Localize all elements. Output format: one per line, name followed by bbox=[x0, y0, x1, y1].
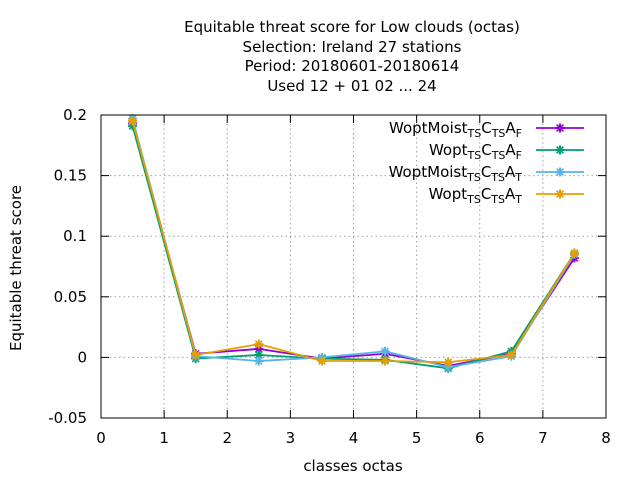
data-point bbox=[443, 357, 453, 367]
x-tick-label: 6 bbox=[475, 429, 485, 447]
chart-title: Equitable threat score for Low clouds (o… bbox=[184, 18, 520, 95]
legend-swatch-marker bbox=[555, 189, 565, 199]
y-tick-label: 0.15 bbox=[54, 167, 87, 185]
chart-title-line-1: Equitable threat score for Low clouds (o… bbox=[184, 18, 520, 36]
chart-title-line-2: Selection: Ireland 27 stations bbox=[243, 38, 462, 56]
x-tick-label: 8 bbox=[601, 429, 611, 447]
y-tick-label: 0.05 bbox=[54, 288, 87, 306]
legend-item-3: WoptMoistTSCTSAT bbox=[389, 163, 584, 184]
data-point bbox=[128, 116, 138, 126]
data-point bbox=[380, 346, 390, 356]
axis-ticks: 0 1 2 3 4 5 6 7 8 -0.05 0 0.05 0.1 0.15 0.2 bbox=[48, 106, 611, 447]
x-tick-label: 5 bbox=[412, 429, 422, 447]
data-point bbox=[380, 356, 390, 366]
legend-swatch-marker bbox=[555, 123, 565, 133]
x-tick-label: 4 bbox=[349, 429, 359, 447]
legend-label: WoptMoistTSCTSAF bbox=[389, 119, 522, 140]
chart-title-line-4: Used 12 + 01 02 ... 24 bbox=[267, 77, 436, 95]
legend: WoptMoistTSCTSAFWoptTSCTSAFWoptMoistTSCT… bbox=[389, 119, 584, 206]
legend-swatch-marker bbox=[555, 145, 565, 155]
legend-swatch-marker bbox=[555, 167, 565, 177]
x-tick-label: 3 bbox=[286, 429, 296, 447]
chart-title-line-3: Period: 20180601-20180614 bbox=[245, 57, 460, 75]
series-line bbox=[131, 125, 576, 370]
data-point bbox=[254, 356, 264, 366]
legend-item-4: WoptTSCTSAT bbox=[429, 185, 584, 206]
y-tick-label: 0.1 bbox=[63, 227, 87, 245]
grid bbox=[101, 115, 606, 418]
legend-label: WoptTSCTSAF bbox=[429, 141, 522, 162]
series-line bbox=[131, 123, 576, 367]
series-group bbox=[128, 114, 579, 373]
data-point bbox=[569, 248, 579, 258]
legend-item-2: WoptTSCTSAF bbox=[429, 141, 584, 162]
data-point bbox=[506, 350, 516, 360]
legend-item-1: WoptMoistTSCTSAF bbox=[389, 119, 584, 140]
legend-label: WoptTSCTSAT bbox=[429, 185, 523, 206]
x-tick-label: 7 bbox=[538, 429, 548, 447]
x-tick-label: 0 bbox=[96, 429, 106, 447]
data-point bbox=[254, 350, 264, 360]
x-tick-label: 1 bbox=[159, 429, 169, 447]
series-line bbox=[131, 118, 576, 369]
legend-label: WoptMoistTSCTSAT bbox=[389, 163, 523, 184]
data-point bbox=[191, 350, 201, 360]
x-axis-label: classes octas bbox=[303, 457, 403, 475]
series-2 bbox=[128, 121, 579, 373]
series-4 bbox=[128, 116, 579, 367]
y-tick-label: 0 bbox=[77, 348, 87, 366]
data-point bbox=[254, 339, 264, 349]
x-tick-label: 2 bbox=[222, 429, 232, 447]
y-tick-label: -0.05 bbox=[48, 409, 87, 427]
y-tick-label: 0.2 bbox=[63, 106, 87, 124]
series-line bbox=[131, 120, 576, 364]
y-axis-label: Equitable threat score bbox=[7, 185, 25, 351]
data-point bbox=[317, 356, 327, 366]
